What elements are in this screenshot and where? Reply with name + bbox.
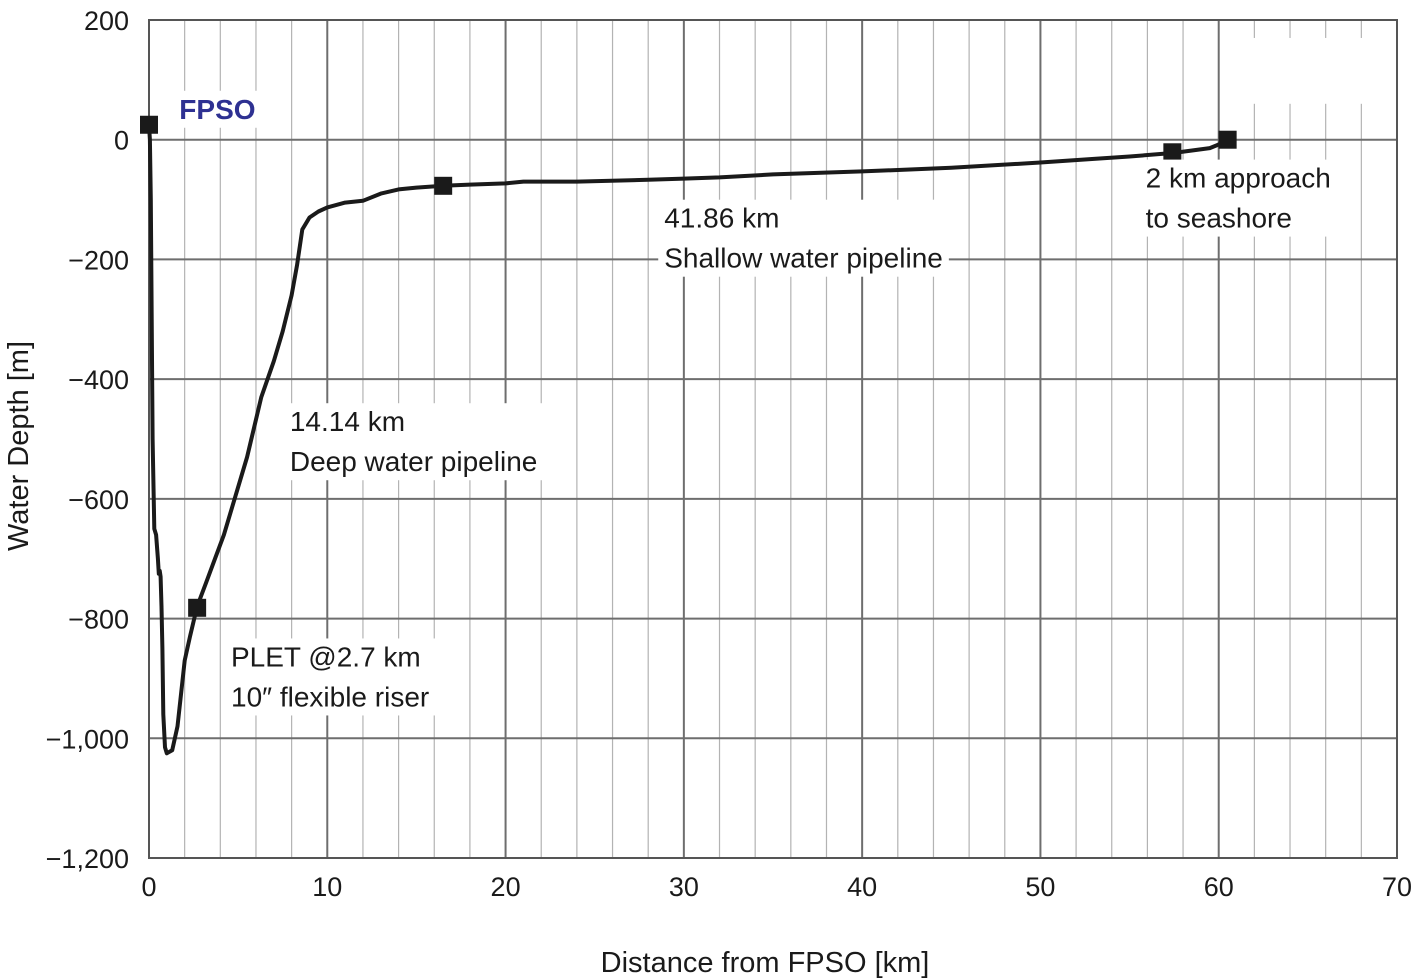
annotation-background [1139, 159, 1337, 237]
square-marker [140, 115, 158, 134]
annotation: 2 km approach to seashore [1139, 159, 1337, 237]
annotation-line: to seashore [1146, 203, 1292, 234]
plot-frame [148, 19, 1398, 859]
annotation-background [658, 199, 949, 277]
annotation-background [173, 90, 262, 128]
y-tick-label: −1,200 [46, 844, 129, 874]
annotation-text: 2 km approach to seashore [1146, 163, 1331, 234]
series-line [147, 122, 1230, 756]
series-lines [147, 122, 1230, 756]
y-axis-label: Water Depth [m] [3, 341, 35, 551]
x-tick-label: 10 [312, 872, 342, 902]
annotation-line: PLET @2.7 km [231, 641, 421, 672]
x-tick-label: 20 [491, 872, 521, 902]
y-tick-labels: 200 0 −200 −400 −600 −800 −1,000 −1,200 [46, 6, 129, 874]
annotation: PLET @2.7 km 10″ flexible riser [225, 638, 436, 716]
annotation: 14.14 km Deep water pipeline [283, 403, 544, 481]
square-marker [188, 598, 207, 617]
grid-mask [1231, 37, 1385, 104]
annotation: 41.86 km Shallow water pipeline [658, 199, 949, 277]
annotation-background [283, 403, 544, 481]
annotation-text: FPSO [179, 94, 255, 125]
annotation-text: 41.86 km Shallow water pipeline [664, 203, 943, 274]
annotation-line: Deep water pipeline [290, 446, 538, 477]
annotation-line: 10″ flexible riser [231, 681, 429, 712]
annotation: FPSO [173, 90, 262, 128]
x-tick-label: 60 [1204, 872, 1234, 902]
x-axis-label: Distance from FPSO [km] [601, 947, 930, 979]
y-tick-label: −600 [68, 485, 129, 515]
x-tick-label: 50 [1025, 872, 1055, 902]
annotation-background [225, 638, 436, 716]
annotations: FPSO PLET @2.7 km 10″ flexible riser 14.14 … [173, 90, 1337, 716]
x-tick-labels: 0 10 20 30 40 50 60 70 [141, 872, 1412, 902]
x-tick-label: 70 [1382, 872, 1412, 902]
y-tick-label: −400 [68, 365, 129, 395]
annotation-line: 14.14 km [290, 406, 405, 437]
square-marker [1218, 130, 1237, 149]
annotation-line: Shallow water pipeline [664, 243, 943, 274]
x-tick-label: 40 [847, 872, 877, 902]
square-marker [434, 176, 453, 195]
annotation-text: PLET @2.7 km 10″ flexible riser [231, 641, 429, 712]
data-markers [140, 115, 1237, 617]
annotation-line: FPSO [179, 94, 255, 125]
square-marker [1163, 143, 1182, 162]
x-tick-label: 30 [669, 872, 699, 902]
annotation-line: 2 km approach [1146, 163, 1331, 194]
x-tick-label: 0 [141, 872, 156, 902]
y-tick-label: 0 [114, 126, 129, 156]
annotation-text: 14.14 km Deep water pipeline [290, 406, 538, 477]
y-tick-label: −200 [68, 245, 129, 275]
annotation-line: 41.86 km [664, 203, 779, 234]
y-tick-label: −1,000 [46, 724, 129, 754]
y-tick-label: −800 [68, 605, 129, 635]
y-tick-label: 200 [84, 6, 129, 36]
